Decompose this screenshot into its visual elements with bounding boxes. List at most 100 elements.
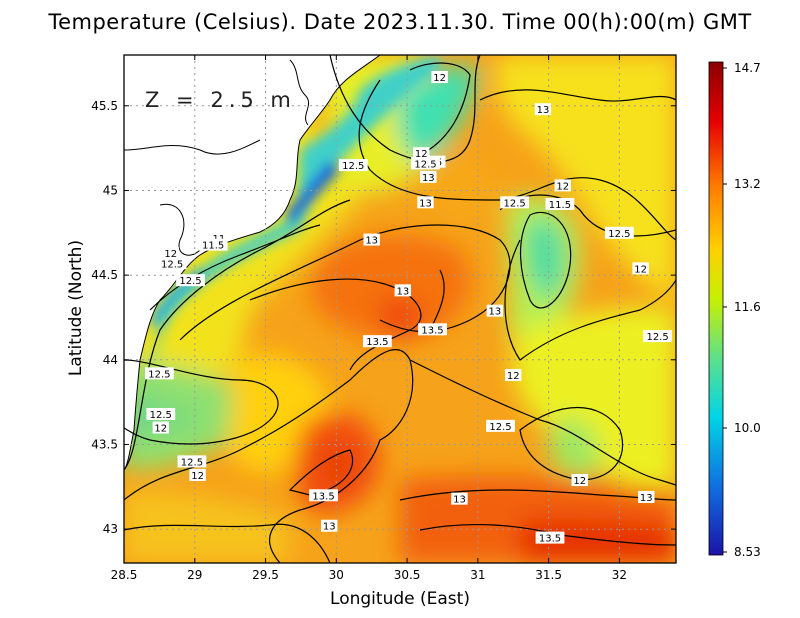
colorbar	[708, 61, 724, 556]
contour-label-bg	[486, 304, 504, 317]
contour-label-bg	[152, 421, 169, 434]
contour-label: 13	[323, 522, 336, 533]
contour-label-bg	[176, 274, 205, 287]
x-axis-label: Longitude (East)	[330, 589, 470, 609]
x-tick-label: 29	[187, 568, 202, 582]
contour-label-bg	[146, 407, 176, 420]
contour-label: 12.5	[161, 259, 183, 270]
x-axis-ticks: 28.5 29 29.5 30 30.5 31 31.5 32	[111, 55, 627, 582]
contour-label: 13	[419, 198, 432, 209]
y-tick-label: 44.5	[91, 268, 118, 282]
depth-label: Z = 2.5 m	[145, 88, 296, 112]
contour-label-bg	[431, 71, 448, 84]
y-tick-label: 45.5	[91, 99, 118, 113]
contour-label: 13	[396, 286, 409, 297]
y-tick-label: 45	[103, 183, 118, 197]
contour-label: 13	[537, 105, 550, 116]
contour-label-bg	[571, 474, 588, 487]
y-tick-label: 44	[103, 353, 118, 367]
x-tick-label: 31.5	[535, 568, 562, 582]
contour-label-bg	[338, 159, 368, 172]
contour-label: 13.5	[366, 337, 388, 348]
contour-label: 12	[191, 471, 204, 482]
contour-label: 11.5	[202, 241, 224, 252]
contour-label: 13	[453, 495, 466, 506]
contour-label: 12	[415, 149, 428, 160]
contour-label: 12.5	[414, 159, 436, 170]
contour-label-bg	[362, 335, 392, 348]
contour-label-bg	[554, 179, 571, 192]
contour-label-bg	[417, 196, 434, 209]
contour-label-bg	[420, 170, 437, 183]
contour-label: 12	[433, 73, 446, 84]
y-axis-label: Latitude (North)	[66, 239, 86, 377]
contour-label-bg	[198, 238, 228, 251]
contour-label-bg	[394, 284, 412, 297]
contour-label-bg	[309, 489, 338, 502]
contour-label: 13	[365, 236, 378, 247]
colorbar-ticks: 14.7 13.2 11.6 10.0 8.53	[723, 61, 761, 559]
contour-label-bg	[643, 330, 672, 343]
contour-label: 12	[507, 371, 520, 382]
contour-label: 13.5	[539, 534, 561, 545]
contour-label: 12.5	[504, 198, 526, 209]
x-tick-label: 28.5	[111, 568, 138, 582]
contour-label-bg	[411, 157, 440, 170]
contour-label: 11.5	[549, 200, 571, 211]
map-grid	[124, 55, 676, 563]
contour-label: 12	[573, 476, 586, 487]
temperature-field	[124, 55, 676, 563]
colorbar-tick-label: 10.0	[734, 421, 761, 435]
y-tick-label: 43.5	[91, 437, 118, 451]
contour-label: 12.5	[342, 161, 364, 172]
colorbar-tick-label: 14.7	[734, 61, 761, 75]
y-axis-ticks: 45.5 45 44.5 44 43.5 43	[91, 99, 676, 536]
x-tick-label: 29.5	[252, 568, 279, 582]
contour-label: 12	[164, 249, 177, 260]
contour-label: 12.5	[489, 422, 511, 433]
contour-label-bg	[418, 323, 447, 336]
contour-label: 12.5	[150, 410, 172, 421]
contour-label: 13.5	[421, 325, 443, 336]
contour-label-bg	[177, 455, 207, 468]
contour-label: 13	[640, 493, 653, 504]
contour-label: 12.5	[646, 332, 668, 343]
contour-label-bg	[535, 531, 565, 544]
contour-label: 12.5	[181, 457, 203, 468]
contour-label: 13.5	[312, 491, 334, 502]
contour-label-bg	[413, 147, 430, 160]
contour-label-bg	[534, 103, 552, 116]
contour-label-bg	[632, 262, 649, 275]
contour-labels: 121312.512.51212.513131211.512.512.51213…	[144, 71, 672, 545]
contour-label-bg	[363, 233, 380, 246]
contour-label: 12	[556, 181, 569, 192]
contour-label-bg	[321, 519, 338, 532]
contour-label-bg	[451, 492, 468, 505]
contour-label-bg	[545, 198, 575, 211]
contour-label: 12.5	[179, 276, 201, 287]
colorbar-tick-label: 8.53	[734, 545, 761, 559]
contour-label: 13	[422, 173, 435, 184]
x-tick-label: 30.5	[394, 568, 421, 582]
contour-label-bg	[189, 468, 206, 481]
contour-label-bg	[500, 196, 530, 209]
contour-label-bg	[157, 257, 187, 270]
colorbar-tick-label: 13.2	[734, 177, 761, 191]
contour-label-bg	[505, 369, 522, 382]
contour-label: 12	[634, 264, 647, 275]
x-tick-label: 30	[329, 568, 344, 582]
y-tick-label: 43	[103, 522, 118, 536]
contour-label: 12.5	[148, 369, 170, 380]
colorbar-tick-label: 11.6	[734, 300, 761, 314]
contour-lines	[124, 55, 676, 563]
contour-label: 12	[154, 424, 167, 435]
contour-label-bg	[486, 419, 515, 432]
contour-label-bg	[638, 490, 655, 503]
contour-label-bg	[144, 367, 174, 380]
contour-label-bg	[604, 226, 634, 239]
x-tick-label: 32	[612, 568, 627, 582]
contour-label: 13	[488, 307, 501, 318]
plot-frame	[123, 54, 677, 564]
contour-label-bg	[162, 247, 179, 260]
